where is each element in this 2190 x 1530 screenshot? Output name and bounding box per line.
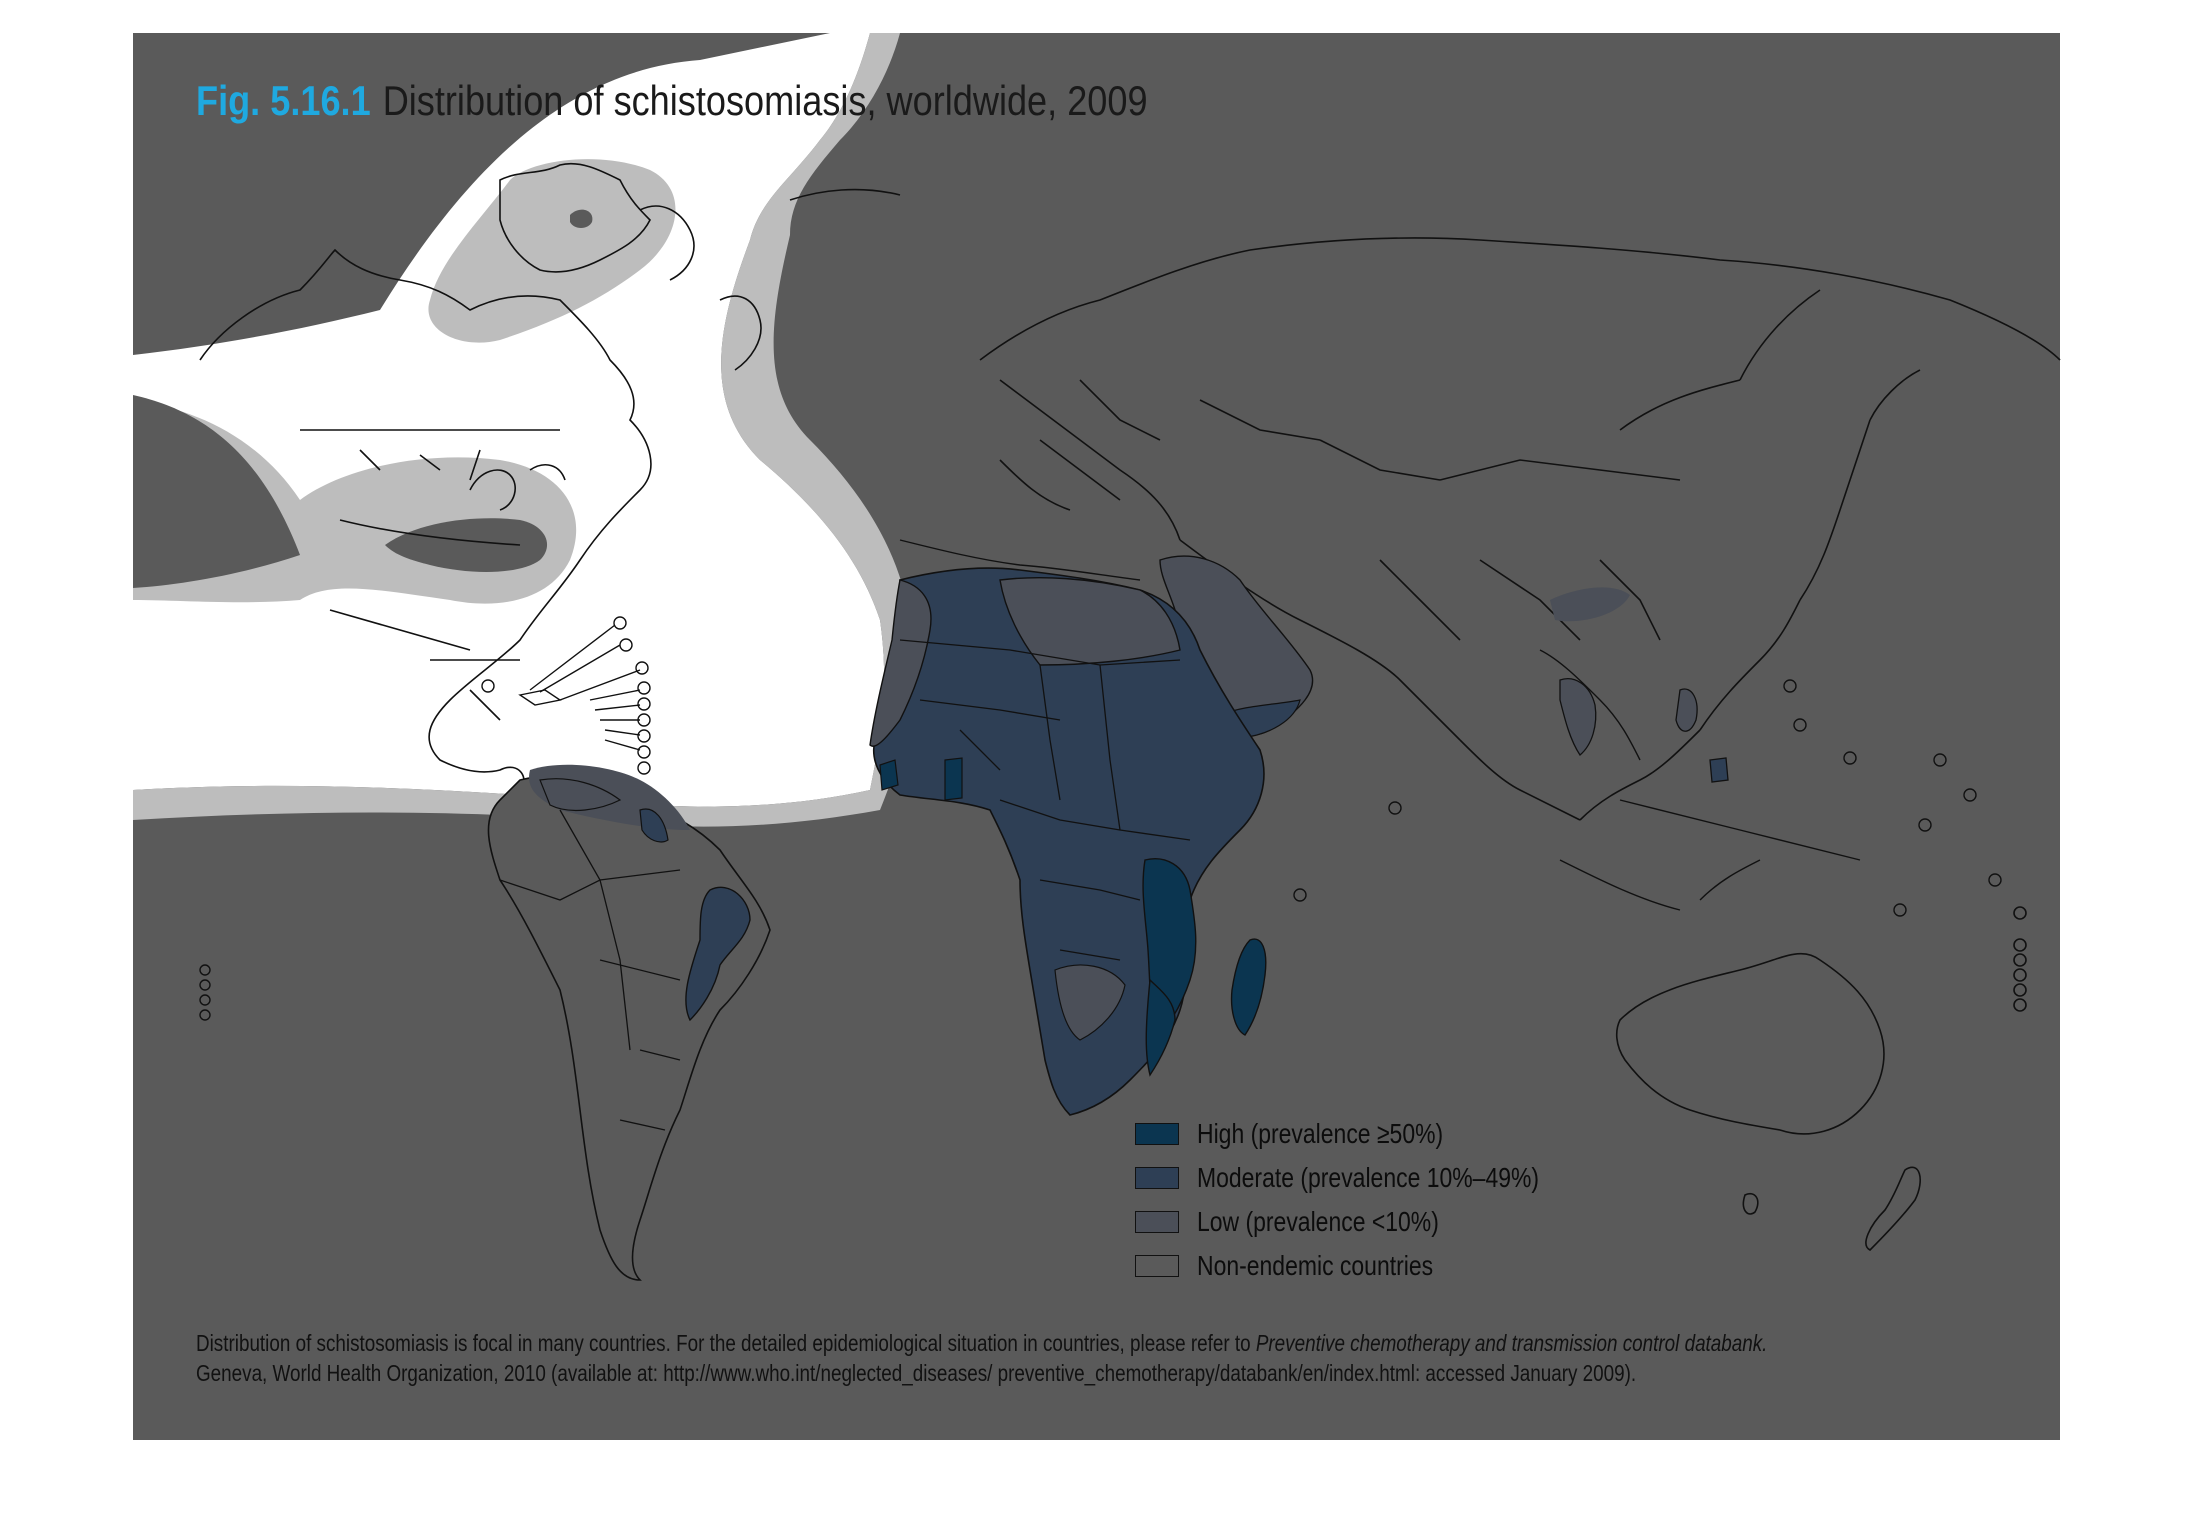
map-legend: High (prevalence ≥50%) Moderate (prevale… [1135,1112,1614,1288]
dark-patch-pacific [133,395,300,588]
philippines-south-moderate [1709,757,1729,783]
ghana-high [944,757,963,801]
white-overlay-region [133,33,885,807]
africa-low-south [1054,964,1126,1041]
legend-item-low: Low (prevalence <10%) [1135,1200,1614,1244]
legend-item-high: High (prevalence ≥50%) [1135,1112,1614,1156]
southeast-asia [1293,587,2002,917]
guianas-moderate [639,808,669,843]
pacific-island-markers [199,964,211,1021]
legend-item-non-endemic: Non-endemic countries [1135,1244,1614,1288]
west-africa-low [869,579,932,747]
legend-label-moderate: Moderate (prevalence 10%–49%) [1197,1162,1540,1193]
south-america [487,764,771,1281]
figure-number: Fig. 5.16.1 [196,77,371,124]
south-america-outline [487,775,771,1281]
philippines-low [1675,688,1698,732]
venezuela-low [539,778,622,811]
dark-patch-greenland [570,209,593,228]
databank-reference: Preventive chemotherapy and transmission… [1255,1330,1768,1356]
legend-item-moderate: Moderate (prevalence 10%–49%) [1135,1156,1614,1200]
legend-swatch-non-endemic [1135,1255,1179,1277]
legend-swatch-moderate [1135,1167,1179,1189]
legend-swatch-low [1135,1211,1179,1233]
grey-halo-band [133,33,913,827]
map-footnote: Distribution of schistosomiasis is focal… [196,1328,2164,1388]
north-america-outline [199,162,901,791]
grey-halo-band [428,159,676,343]
senegal-high [879,759,899,791]
footnote-line-1: Distribution of schistosomiasis is focal… [196,1328,2164,1358]
africa [869,539,1267,1116]
legend-label-non-endemic: Non-endemic countries [1197,1250,1434,1281]
mozambique-high [1145,978,1176,1077]
figure-caption: Distribution of schistosomiasis, worldwi… [382,77,1148,124]
brazil-moderate-east [685,886,751,1022]
africa-low-north [999,577,1181,666]
mekong-low [1559,678,1597,756]
australia-outline [1615,906,2027,1251]
legend-label-low: Low (prevalence <10%) [1197,1206,1439,1237]
legend-swatch-high [1135,1123,1179,1145]
north-africa-coast [899,539,1141,581]
legend-label-high: High (prevalence ≥50%) [1197,1118,1444,1149]
china-low-patch [1550,587,1630,622]
southeast-asia-outline [1293,649,2002,917]
footnote-line-2: Geneva, World Health Organization, 2010 … [196,1360,1637,1386]
south-america-borders [499,809,681,1131]
figure-title: Fig. 5.16.1 Distribution of schistosomias… [196,76,1148,126]
caribbean-callouts [481,616,651,775]
madagascar-high [1230,938,1267,1036]
dark-patch-north-america [385,518,548,572]
footnote-line-1-text: Distribution of schistosomiasis is focal… [196,1330,1256,1356]
africa-borders [899,639,1191,961]
